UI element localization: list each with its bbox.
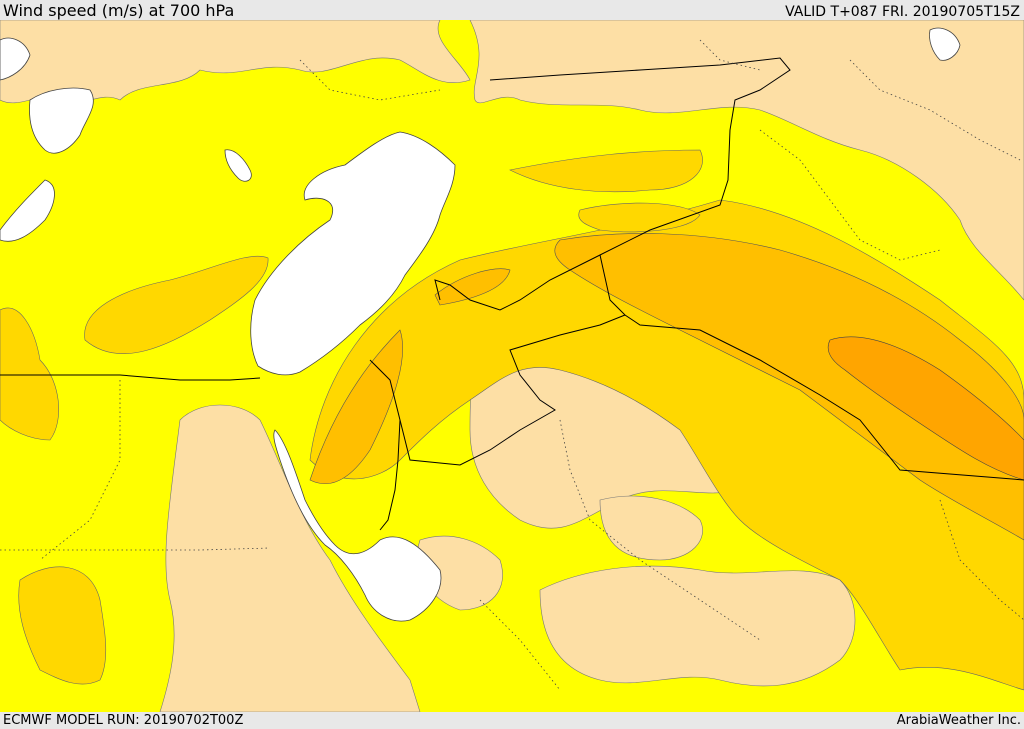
max-wind-core	[827, 336, 1024, 481]
aegean-west	[0, 179, 55, 242]
crete-gap	[224, 149, 252, 182]
country-borders	[0, 57, 1024, 531]
caspian-edge	[929, 27, 961, 61]
valid-time: VALID T+087 FRI. 20190705T15Z	[785, 4, 1020, 20]
wind-speed-map[interactable]	[0, 20, 1024, 712]
admin-boundaries	[0, 39, 1024, 691]
map-footer: ECMWF MODEL RUN: 20190702T00Z ArabiaWeat…	[0, 712, 1024, 729]
high-wind-regions	[309, 233, 1024, 541]
gulf-of-suez-area	[273, 429, 442, 622]
aegean-north	[29, 87, 94, 154]
mediterranean-east	[250, 131, 456, 376]
model-run-label: ECMWF MODEL RUN: 20190702T00Z	[3, 713, 244, 728]
map-title: Wind speed (m/s) at 700 hPa	[3, 1, 235, 20]
sea-areas	[0, 27, 961, 622]
map-header: Wind speed (m/s) at 700 hPa VALID T+087 …	[0, 0, 1024, 20]
black-sea-edge	[0, 37, 31, 81]
credit-label: ArabiaWeather Inc.	[896, 713, 1021, 728]
